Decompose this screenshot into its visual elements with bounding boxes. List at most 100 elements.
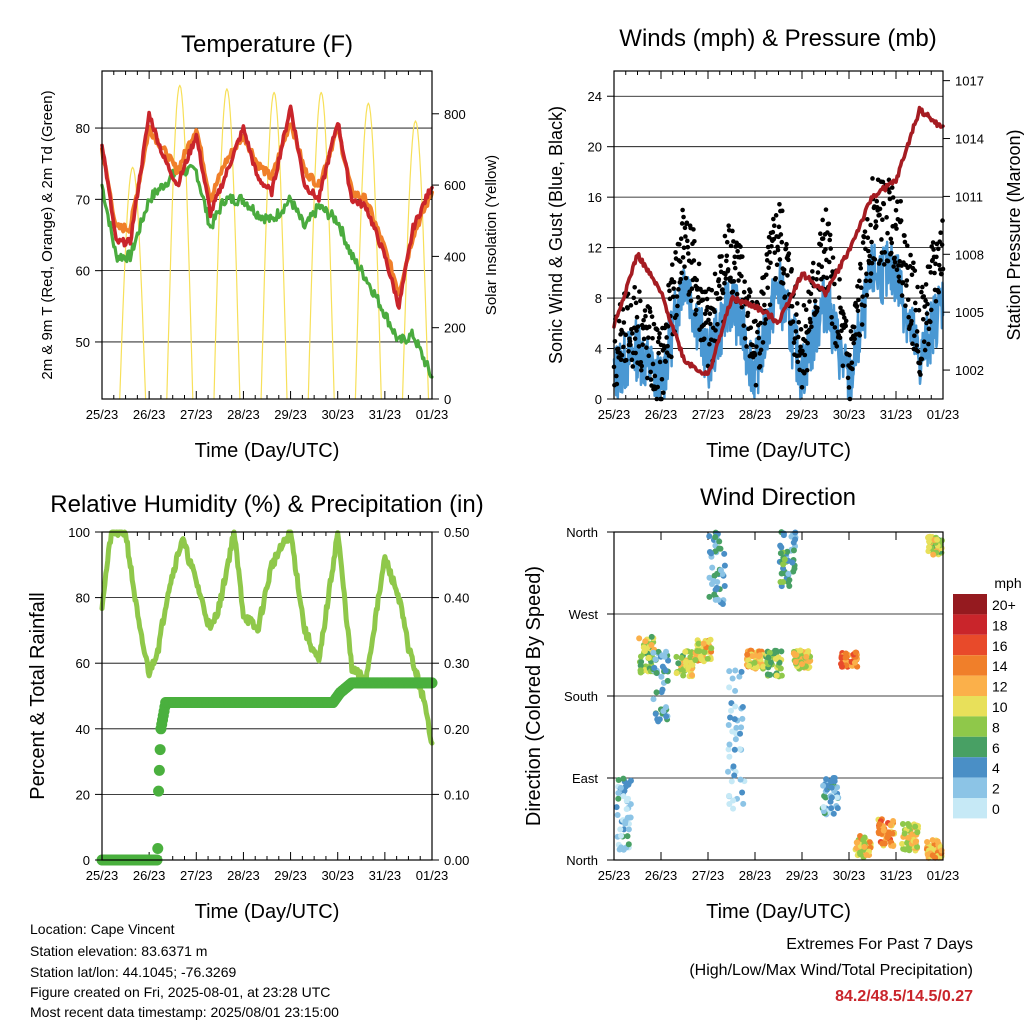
gust-point bbox=[920, 284, 925, 290]
gust-point bbox=[877, 212, 882, 218]
direction-point bbox=[861, 843, 868, 850]
insolation-line bbox=[354, 102, 382, 400]
gust-point bbox=[826, 221, 832, 227]
temp-2m-line bbox=[100, 104, 434, 310]
direction-point bbox=[673, 653, 680, 660]
direction-point bbox=[834, 805, 841, 812]
colorbar-label: 10 bbox=[992, 699, 1008, 715]
direction-point bbox=[687, 654, 694, 661]
direction-point bbox=[798, 661, 805, 668]
direction-point bbox=[929, 852, 936, 859]
direction-point bbox=[620, 793, 627, 800]
direction-point bbox=[728, 778, 735, 785]
gust-point bbox=[889, 185, 895, 190]
gust-point bbox=[652, 373, 658, 379]
gust-point bbox=[762, 321, 768, 326]
gust-point bbox=[857, 261, 863, 267]
gust-point bbox=[834, 343, 840, 349]
direction-point bbox=[680, 672, 687, 679]
gust-point bbox=[623, 332, 629, 338]
x-tick-label: 29/23 bbox=[786, 868, 819, 883]
gust-point bbox=[888, 236, 894, 242]
gust-point bbox=[783, 246, 789, 251]
gust-point bbox=[924, 311, 930, 316]
direction-point bbox=[689, 672, 696, 679]
gust-point bbox=[894, 267, 900, 273]
direction-point bbox=[827, 778, 834, 785]
gust-point bbox=[651, 321, 657, 327]
direction-point bbox=[695, 640, 702, 647]
gust-point bbox=[921, 339, 927, 345]
direction-point bbox=[721, 562, 728, 569]
gust-point bbox=[667, 296, 673, 302]
gust-point bbox=[634, 314, 640, 320]
gust-point bbox=[899, 293, 905, 298]
gust-point bbox=[782, 294, 788, 299]
y2-tick-label: 0 bbox=[444, 392, 451, 407]
gust-point bbox=[912, 268, 918, 273]
gust-point bbox=[846, 385, 852, 390]
gust-point bbox=[741, 323, 747, 328]
gust-point bbox=[818, 242, 824, 248]
gust-point bbox=[728, 243, 734, 249]
direction-point bbox=[924, 838, 931, 845]
gust-point bbox=[857, 333, 863, 338]
gust-point bbox=[680, 207, 685, 213]
gust-point bbox=[742, 279, 747, 284]
gust-point bbox=[736, 278, 741, 283]
y-tick-label: 80 bbox=[76, 121, 90, 136]
y-tick-label: 20 bbox=[76, 787, 90, 802]
y-axis-label: Direction (Colored By Speed) bbox=[523, 566, 545, 826]
gust-point bbox=[712, 271, 718, 277]
direction-point bbox=[655, 718, 662, 725]
direction-point bbox=[689, 661, 696, 668]
x-tick-label: 28/23 bbox=[739, 868, 772, 883]
x-tick-label: 30/23 bbox=[833, 868, 866, 883]
gust-point bbox=[761, 291, 766, 296]
gust-point bbox=[795, 301, 800, 306]
gust-point bbox=[692, 238, 697, 244]
direction-point bbox=[790, 539, 797, 546]
gust-point bbox=[795, 334, 801, 340]
gust-point bbox=[678, 276, 684, 282]
direction-point bbox=[906, 847, 913, 854]
direction-point bbox=[618, 832, 625, 839]
direction-point bbox=[749, 653, 756, 660]
gust-point bbox=[634, 328, 639, 333]
direction-point bbox=[625, 841, 632, 848]
direction-point bbox=[627, 801, 634, 808]
gust-point bbox=[657, 331, 662, 336]
x-tick-label: 01/23 bbox=[927, 868, 960, 883]
gust-point bbox=[898, 198, 903, 204]
gust-point bbox=[793, 329, 799, 334]
y2-axis-label: Solar Insolation (Yellow) bbox=[483, 155, 500, 315]
gust-point bbox=[748, 289, 753, 295]
gust-point bbox=[863, 278, 869, 284]
gust-point bbox=[885, 258, 891, 264]
gust-point bbox=[762, 302, 767, 308]
direction-point bbox=[651, 664, 658, 671]
x-tick-label: 25/23 bbox=[598, 407, 631, 422]
direction-point bbox=[760, 663, 767, 670]
direction-point bbox=[925, 534, 932, 541]
gust-point bbox=[678, 236, 684, 242]
chart-title: Relative Humidity (%) & Precipitation (i… bbox=[50, 491, 483, 518]
gust-point bbox=[789, 304, 795, 309]
direction-point bbox=[650, 696, 657, 703]
gust-point bbox=[722, 280, 727, 286]
gust-point bbox=[681, 214, 686, 220]
gust-point bbox=[849, 366, 855, 372]
direction-point bbox=[717, 567, 724, 574]
gust-point bbox=[757, 351, 762, 356]
gust-point bbox=[700, 297, 706, 303]
insolation-line bbox=[119, 166, 147, 400]
gust-point bbox=[735, 248, 740, 254]
gust-point bbox=[646, 324, 652, 330]
gust-point bbox=[905, 297, 911, 302]
gust-point bbox=[630, 331, 635, 336]
direction-point bbox=[938, 847, 945, 854]
x-tick-label: 28/23 bbox=[227, 407, 260, 422]
direction-point bbox=[821, 792, 828, 799]
x-axis-label: Time (Day/UTC) bbox=[706, 440, 851, 462]
direction-point bbox=[852, 649, 859, 656]
